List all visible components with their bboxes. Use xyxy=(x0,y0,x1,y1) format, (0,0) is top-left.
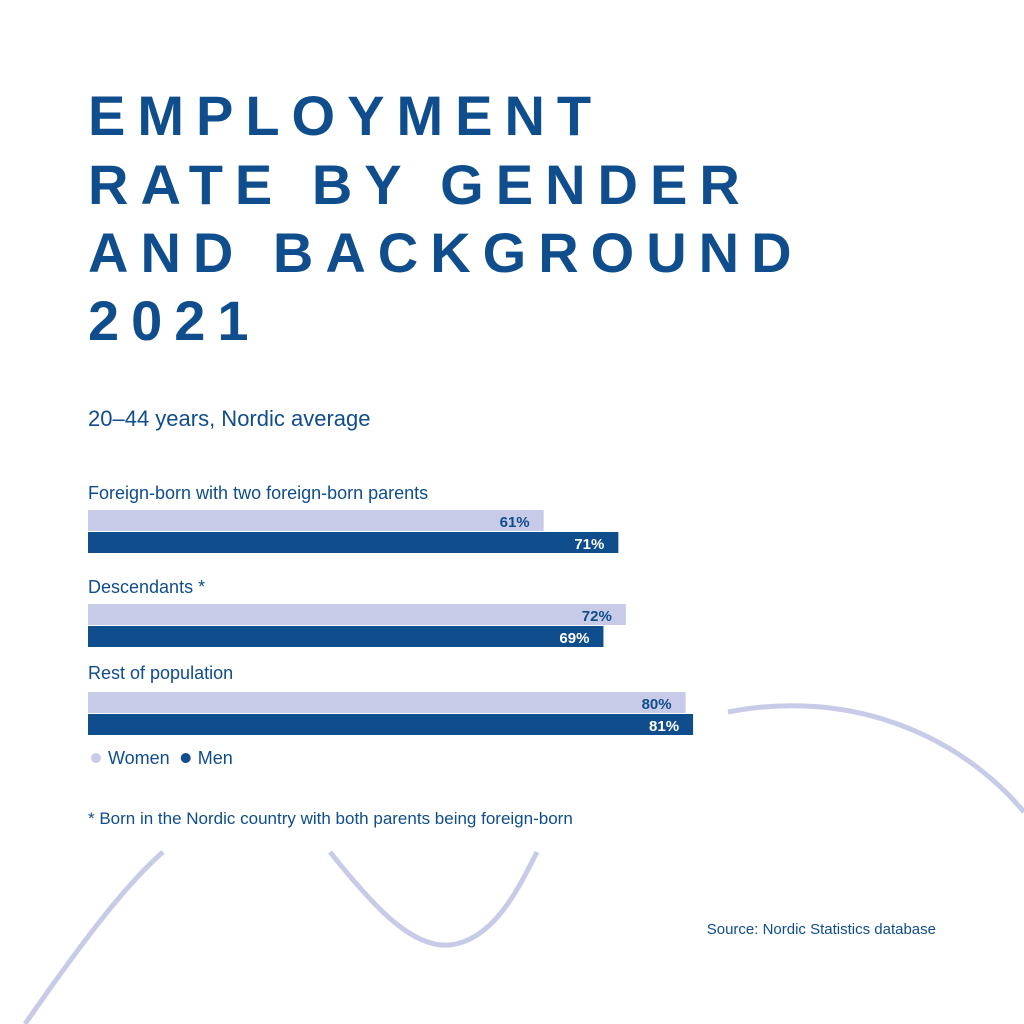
source: Source: Nordic Statistics database xyxy=(707,921,936,938)
chart-title: 2021 xyxy=(88,289,261,352)
decor-curve xyxy=(727,703,1024,814)
chart-title: RATE BY GENDER xyxy=(88,153,752,216)
subtitle: 20–44 years, Nordic average xyxy=(88,406,371,431)
category-label: Rest of population xyxy=(88,663,233,683)
bar xyxy=(88,510,544,531)
legend-label: Men xyxy=(198,748,233,768)
legend-marker xyxy=(91,753,101,763)
value-label: 61% xyxy=(500,514,530,531)
category-label: Descendants * xyxy=(88,577,205,597)
bar xyxy=(88,626,604,647)
bar xyxy=(88,532,619,553)
value-label: 80% xyxy=(642,696,672,713)
value-label: 69% xyxy=(559,630,589,647)
decor-curve xyxy=(328,850,540,948)
legend-label: Women xyxy=(108,748,170,768)
category-label: Foreign-born with two foreign-born paren… xyxy=(88,483,428,503)
bar xyxy=(88,604,626,625)
bar xyxy=(88,692,686,713)
chart-title: EMPLOYMENT xyxy=(88,84,603,147)
value-label: 72% xyxy=(582,608,612,625)
legend-marker xyxy=(180,753,191,763)
value-label: 81% xyxy=(649,718,679,735)
bar xyxy=(88,714,694,735)
footnote: * Born in the Nordic country with both p… xyxy=(88,809,573,828)
value-label: 71% xyxy=(574,536,604,553)
decor-curve xyxy=(22,850,165,1024)
chart-title: AND BACKGROUND xyxy=(88,221,804,284)
